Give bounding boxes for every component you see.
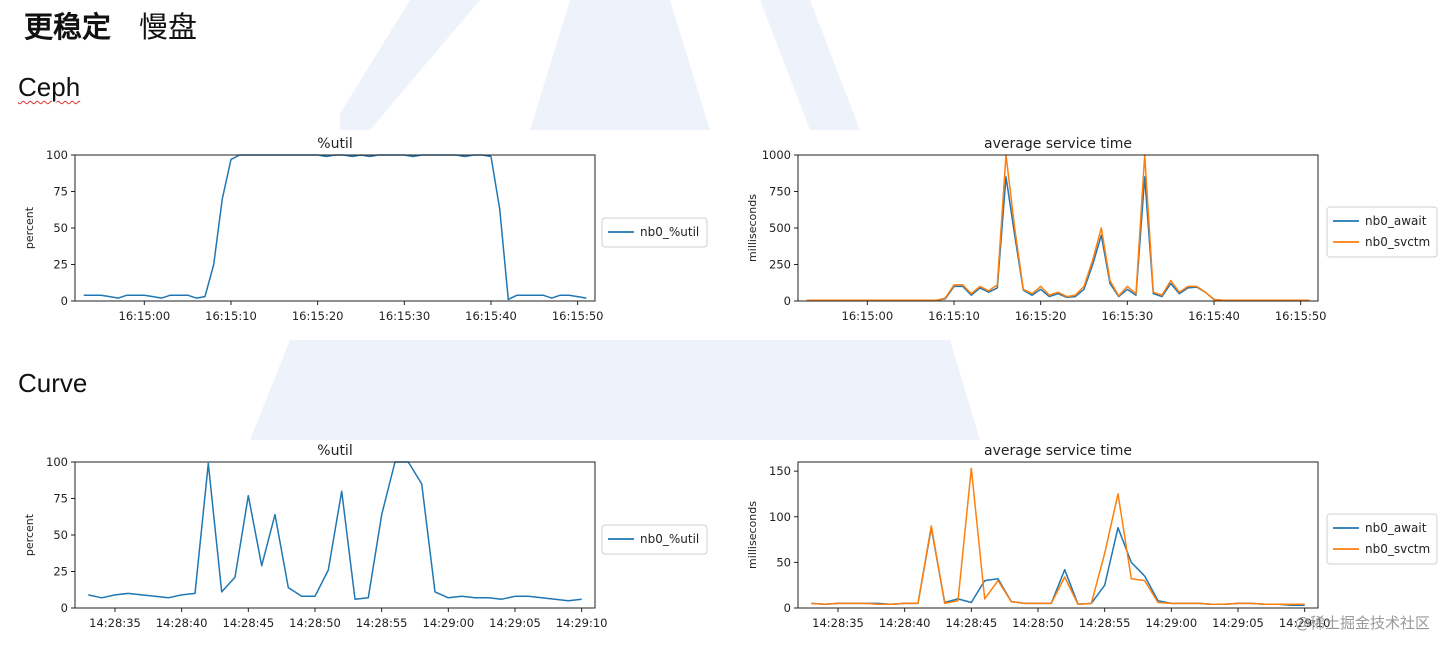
background-triangle-middle bbox=[250, 340, 980, 440]
series-line-nb0-svctm bbox=[811, 467, 1305, 606]
x-tick-label: 14:29:00 bbox=[1146, 616, 1198, 630]
x-tick-label: 16:15:10 bbox=[928, 309, 980, 323]
y-tick-label: 100 bbox=[46, 148, 68, 162]
x-tick-label: 14:28:35 bbox=[89, 616, 141, 630]
x-tick-label: 16:15:20 bbox=[292, 309, 344, 323]
legend-label: nb0_await bbox=[1365, 214, 1427, 228]
chart-curve-util: %util percent 0 25 50 75 100 14:28:35 14:28:40 14… bbox=[23, 443, 708, 630]
x-tick-label: 16:15:40 bbox=[1188, 309, 1240, 323]
x-tick-label: 14:28:45 bbox=[946, 616, 998, 630]
y-tick-label: 50 bbox=[53, 528, 68, 542]
x-tick-label: 14:28:50 bbox=[1012, 616, 1064, 630]
series-line-nb0-util bbox=[88, 461, 582, 602]
x-tick-label: 14:28:40 bbox=[879, 616, 931, 630]
y-tick-label: 150 bbox=[769, 464, 791, 478]
legend-box bbox=[601, 217, 708, 248]
x-tick-label: 16:15:20 bbox=[1015, 309, 1067, 323]
x-tick-label: 14:29:00 bbox=[423, 616, 475, 630]
y-tick-label: 250 bbox=[769, 258, 791, 272]
y-tick-label: 75 bbox=[53, 185, 68, 199]
y-axis-label: percent bbox=[23, 513, 36, 556]
x-tick-label: 14:28:55 bbox=[1079, 616, 1131, 630]
x-tick-label: 16:15:10 bbox=[205, 309, 257, 323]
legend-label: nb0_svctm bbox=[1365, 542, 1430, 556]
series-line-nb0-await bbox=[806, 176, 1310, 302]
chart-title: %util bbox=[317, 443, 352, 459]
y-tick-label: 50 bbox=[776, 555, 791, 569]
legend-box bbox=[601, 524, 708, 555]
x-tick-label: 14:29:05 bbox=[489, 616, 541, 630]
heading-subtitle: 慢盘 bbox=[139, 10, 198, 44]
y-tick-label: 25 bbox=[53, 565, 68, 579]
y-tick-label: 0 bbox=[784, 294, 791, 308]
legend-label: nb0_%util bbox=[640, 532, 699, 546]
legend-label: nb0_await bbox=[1365, 521, 1427, 535]
x-tick-label: 14:28:40 bbox=[156, 616, 208, 630]
page-heading: 更稳定 慢盘 bbox=[24, 4, 197, 46]
y-tick-label: 500 bbox=[769, 221, 791, 235]
plot-frame bbox=[74, 461, 596, 609]
y-tick-label: 0 bbox=[61, 294, 68, 308]
background-triangle-top bbox=[340, 0, 860, 130]
chart-curve-service-time: average service time milliseconds 0 50 100 15… bbox=[746, 443, 1438, 630]
y-tick-label: 25 bbox=[53, 258, 68, 272]
section-label-ceph: Ceph bbox=[18, 72, 81, 102]
series-line-nb0-await bbox=[811, 526, 1305, 607]
legend-label: nb0_%util bbox=[640, 225, 699, 239]
legend-label: nb0_svctm bbox=[1365, 235, 1430, 249]
legend: nb0_await nb0_svctm bbox=[1326, 513, 1438, 565]
x-tick-label: 16:15:30 bbox=[379, 309, 431, 323]
plot-frame bbox=[74, 154, 596, 302]
chart-ceph-util: %util percent 0 25 50 75 100 16:15:00 16:15:10 16… bbox=[23, 136, 708, 323]
chart-title: %util bbox=[317, 136, 352, 152]
x-tick-label: 14:28:55 bbox=[356, 616, 408, 630]
series-line-nb0-util bbox=[83, 154, 587, 301]
x-tick-label: 14:29:10 bbox=[556, 616, 608, 630]
y-axis-label: milliseconds bbox=[746, 501, 759, 569]
chart-title: average service time bbox=[984, 136, 1132, 152]
x-tick-label: 16:15:00 bbox=[119, 309, 171, 323]
x-tick-label: 16:15:00 bbox=[842, 309, 894, 323]
x-tick-label: 14:28:35 bbox=[812, 616, 864, 630]
x-tick-label: 14:29:05 bbox=[1212, 616, 1264, 630]
x-tick-label: 14:29:10 bbox=[1279, 616, 1331, 630]
heading-bold: 更稳定 bbox=[24, 10, 112, 44]
x-tick-label: 16:15:30 bbox=[1102, 309, 1154, 323]
legend: nb0_%util bbox=[601, 524, 708, 555]
x-tick-label: 14:28:45 bbox=[223, 616, 275, 630]
chart-ceph-service-time: average service time milliseconds 0 250 500 7… bbox=[746, 136, 1438, 323]
y-tick-label: 0 bbox=[61, 601, 68, 615]
legend-box bbox=[1326, 513, 1438, 565]
x-tick-label: 16:15:40 bbox=[465, 309, 517, 323]
y-tick-label: 750 bbox=[769, 185, 791, 199]
x-tick-label: 16:15:50 bbox=[552, 309, 604, 323]
x-tick-label: 14:28:50 bbox=[289, 616, 341, 630]
watermark: @稀土掘金技术社区 bbox=[1294, 614, 1430, 632]
legend: nb0_await nb0_svctm bbox=[1326, 206, 1438, 258]
y-tick-label: 50 bbox=[53, 221, 68, 235]
x-tick-label: 16:15:50 bbox=[1275, 309, 1327, 323]
y-tick-label: 0 bbox=[784, 601, 791, 615]
chart-title: average service time bbox=[984, 443, 1132, 459]
y-tick-label: 100 bbox=[46, 455, 68, 469]
plot-frame bbox=[797, 154, 1319, 302]
y-axis-label: percent bbox=[23, 206, 36, 249]
legend-box bbox=[1326, 206, 1438, 258]
y-tick-label: 1000 bbox=[762, 148, 791, 162]
series-line-nb0-svctm bbox=[806, 154, 1310, 302]
section-label-curve: Curve bbox=[18, 368, 88, 398]
plot-frame bbox=[797, 461, 1319, 609]
y-axis-label: milliseconds bbox=[746, 194, 759, 262]
y-tick-label: 75 bbox=[53, 492, 68, 506]
legend: nb0_%util bbox=[601, 217, 708, 248]
y-tick-label: 100 bbox=[769, 510, 791, 524]
